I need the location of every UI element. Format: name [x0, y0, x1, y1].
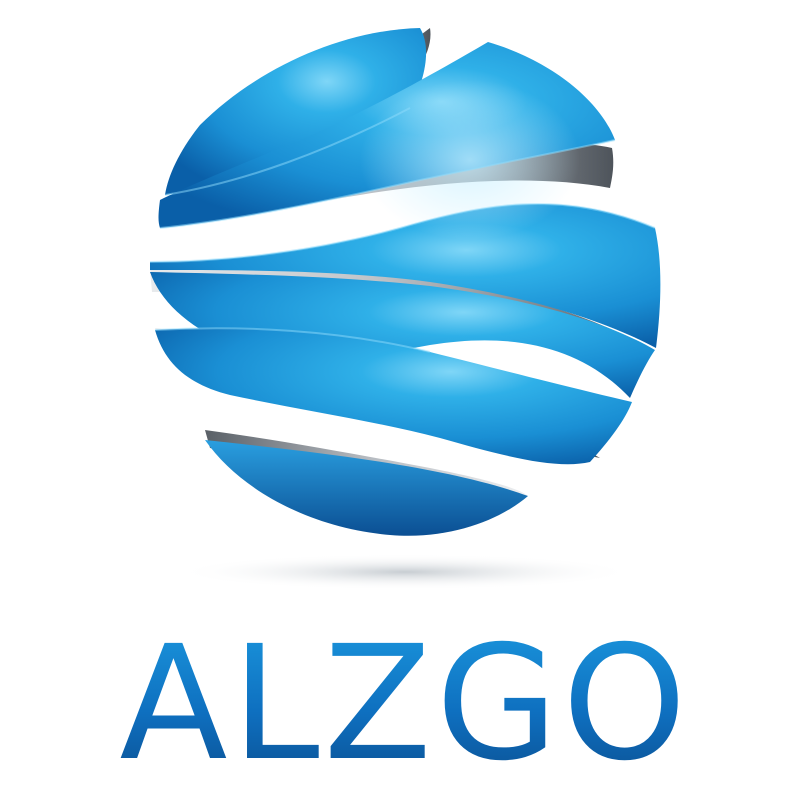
sphere-band-3	[150, 203, 661, 348]
band-edges	[149, 107, 656, 353]
sphere-band-5	[155, 328, 632, 465]
sphere-band-1	[165, 28, 427, 195]
sphere-highlight	[360, 80, 580, 240]
brand-wordmark: ALZGO	[119, 612, 690, 796]
sphere-shadow	[175, 554, 635, 590]
banded-sphere-icon	[149, 28, 661, 590]
brand-name: ALZGO	[119, 612, 690, 796]
sphere-band-6	[205, 440, 528, 536]
sphere-band-4	[150, 272, 655, 398]
